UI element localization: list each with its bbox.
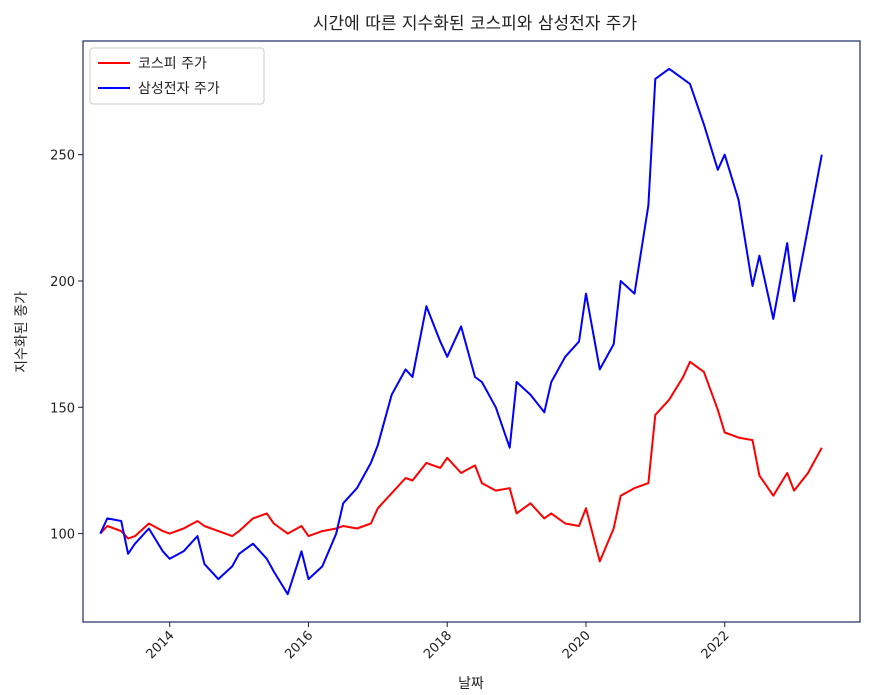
- chart-title: 시간에 따른 지수화된 코스피와 삼성전자 주가: [313, 14, 638, 34]
- y-axis: 100 150 200 250: [50, 149, 83, 543]
- y-tick-label: 150: [50, 401, 75, 416]
- x-tick-label: 2022: [699, 628, 733, 662]
- plot-frame: [82, 40, 861, 623]
- x-tick-label: 2016: [282, 628, 316, 662]
- x-axis: 2014 2016 2018 2020 2022: [144, 622, 733, 662]
- legend-box: [89, 47, 265, 105]
- legend-label-1: 삼성전자 주가: [138, 81, 220, 97]
- x-axis-label: 날짜: [458, 676, 484, 692]
- y-tick-label: 200: [50, 275, 75, 290]
- y-tick-label: 100: [50, 528, 75, 543]
- x-tick-label: 2020: [560, 628, 594, 662]
- y-axis-label: 지수화된 종가: [14, 291, 30, 373]
- series-line-1: [99, 67, 823, 596]
- plot-area: [99, 67, 823, 596]
- y-tick-label: 250: [50, 149, 75, 164]
- x-tick-label: 2018: [421, 628, 455, 662]
- legend-label-0: 코스피 주가: [138, 56, 207, 72]
- series-line-0: [99, 360, 823, 563]
- x-tick-label: 2014: [144, 628, 178, 662]
